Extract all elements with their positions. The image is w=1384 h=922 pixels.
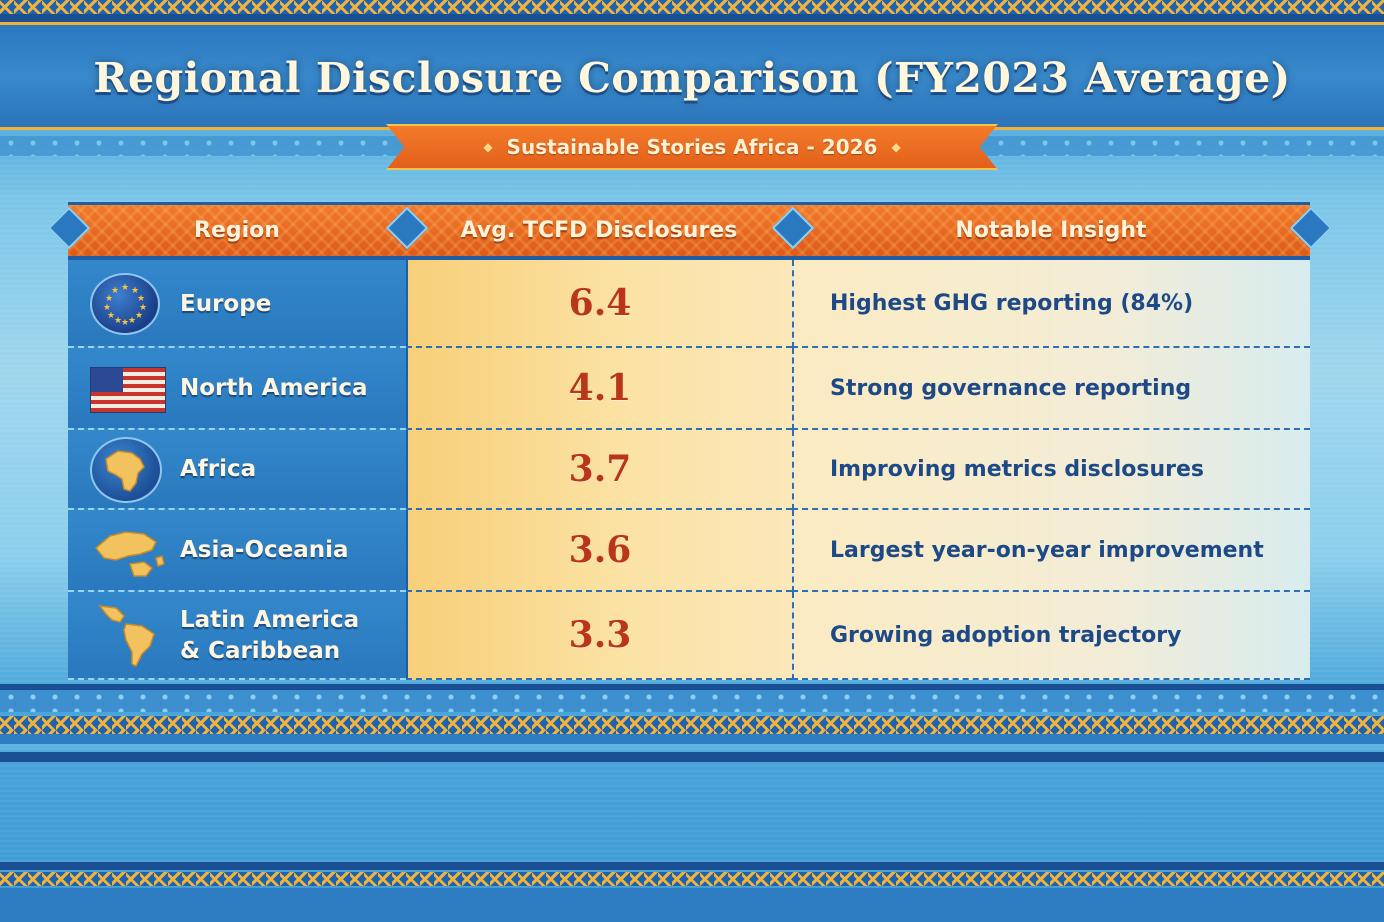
- svg-text:★: ★: [121, 283, 129, 293]
- avg-cell: 4.1: [406, 348, 792, 430]
- avg-cell: 3.3: [406, 592, 792, 680]
- top-pattern-stripe: [0, 0, 1384, 14]
- avg-value: 3.6: [568, 529, 632, 571]
- svg-text:★: ★: [135, 311, 143, 321]
- table-row: Latin America & Caribbean 3.3 Growing ad…: [68, 592, 1310, 680]
- insight-text: Improving metrics disclosures: [830, 456, 1205, 482]
- region-name-line-2: & Caribbean: [180, 638, 341, 664]
- avg-value: 3.7: [568, 448, 632, 490]
- region-name: Asia-Oceania: [180, 537, 349, 563]
- region-name-line-1: Latin America: [180, 607, 360, 633]
- table-row: Africa 3.7 Improving metrics disclosures: [68, 430, 1310, 510]
- disclosure-table: Region Avg. TCFD Disclosures Notable Ins…: [47, 202, 1333, 680]
- avg-value: 4.1: [568, 367, 632, 409]
- asia-oceania-map-icon: [90, 518, 170, 588]
- table-header: Region Avg. TCFD Disclosures Notable Ins…: [47, 202, 1333, 260]
- svg-text:★: ★: [111, 286, 119, 296]
- svg-text:★: ★: [103, 303, 111, 313]
- footer-dark-stripe: [0, 862, 1384, 870]
- svg-text:★: ★: [107, 311, 115, 321]
- svg-text:★: ★: [139, 303, 147, 313]
- table-row: ★ ★ ★ ★ ★ ★ ★ ★ ★ ★ ★ ★ Europe 6.4 Highest GHG r…: [68, 260, 1310, 348]
- svg-text:★: ★: [128, 316, 136, 326]
- us-flag-icon: [90, 367, 166, 413]
- insight-text: Largest year-on-year improvement: [830, 537, 1264, 563]
- avg-cell: 6.4: [406, 260, 792, 348]
- insight-text: Strong governance reporting: [830, 375, 1192, 401]
- diamond-icon: ◆: [483, 140, 493, 154]
- column-header-avg: Avg. TCFD Disclosures: [460, 218, 738, 243]
- svg-text:★: ★: [121, 318, 129, 328]
- avg-cell: 3.7: [406, 430, 792, 510]
- insight-text: Highest GHG reporting (84%): [830, 290, 1194, 316]
- region-cell: Africa: [68, 430, 406, 510]
- bottom-mid-stripe: [0, 734, 1384, 744]
- eu-flag-icon: ★ ★ ★ ★ ★ ★ ★ ★ ★ ★ ★ ★: [90, 273, 160, 335]
- region-cell: Asia-Oceania: [68, 510, 406, 592]
- insight-cell: Highest GHG reporting (84%): [792, 260, 1310, 348]
- region-cell: North America: [68, 348, 406, 430]
- subtitle-ribbon: ◆ Sustainable Stories Africa - 2026 ◆: [386, 124, 998, 170]
- svg-text:★: ★: [131, 286, 139, 296]
- region-name: Europe: [180, 291, 272, 317]
- title-band: [0, 22, 1384, 130]
- insight-text: Growing adoption trajectory: [830, 622, 1182, 648]
- latin-america-map-icon: [90, 600, 170, 676]
- column-header-insight: Notable Insight: [955, 218, 1147, 243]
- svg-text:★: ★: [114, 316, 122, 326]
- footer-stripe: [0, 888, 1384, 922]
- insight-cell: Largest year-on-year improvement: [792, 510, 1310, 592]
- footer-zigzag-stripe: [0, 872, 1384, 886]
- diamond-icon: ◆: [891, 140, 901, 154]
- subtitle: Sustainable Stories Africa - 2026: [506, 135, 878, 159]
- table-row: Asia-Oceania 3.6 Largest year-on-year im…: [68, 510, 1310, 592]
- region-cell: ★ ★ ★ ★ ★ ★ ★ ★ ★ ★ ★ ★ Europe: [68, 260, 406, 348]
- region-name: Africa: [180, 456, 257, 482]
- avg-cell: 3.6: [406, 510, 792, 592]
- top-dark-stripe: [0, 14, 1384, 22]
- africa-map-icon: [90, 437, 162, 503]
- bottom-band-stripe: [0, 752, 1384, 762]
- insight-cell: Improving metrics disclosures: [792, 430, 1310, 510]
- page-title: Regional Disclosure Comparison (FY2023 A…: [93, 54, 1291, 102]
- column-header-region: Region: [194, 218, 280, 243]
- insight-cell: Strong governance reporting: [792, 348, 1310, 430]
- table-row: North America 4.1 Strong governance repo…: [68, 348, 1310, 430]
- avg-value: 3.3: [568, 614, 632, 656]
- insight-cell: Growing adoption trajectory: [792, 592, 1310, 680]
- svg-text:★: ★: [137, 294, 145, 304]
- region-cell: Latin America & Caribbean: [68, 592, 406, 680]
- region-name: North America: [180, 375, 368, 401]
- bottom-light-stripe: [0, 744, 1384, 750]
- svg-text:★: ★: [105, 294, 113, 304]
- avg-value: 6.4: [568, 282, 632, 324]
- bottom-zigzag-stripe: [0, 716, 1384, 734]
- bottom-pattern-stripe: [0, 690, 1384, 712]
- bottom-dark-stripe: [0, 684, 1384, 690]
